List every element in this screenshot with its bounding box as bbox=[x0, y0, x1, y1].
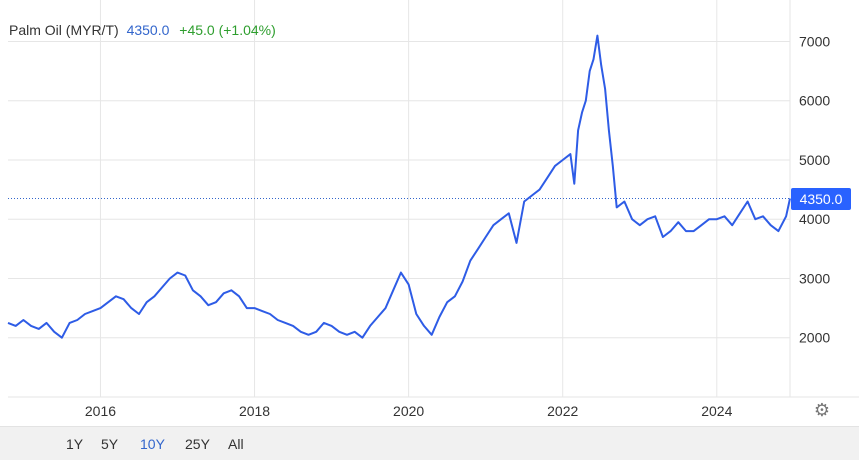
legend-current-value: 4350.0 bbox=[126, 22, 170, 38]
range-toolbar: 1Y 5Y 10Y 25Y All bbox=[0, 426, 859, 460]
x-tick-label: 2018 bbox=[239, 403, 270, 419]
range-button-all[interactable]: All bbox=[228, 436, 244, 452]
axis-ticks: 2000 3000 4000 5000 6000 7000 2016 2018 2020 2022… bbox=[85, 33, 830, 419]
legend-change: +45.0 (+1.04%) bbox=[179, 22, 276, 38]
series-line bbox=[7, 34, 791, 339]
x-tick-label: 2024 bbox=[701, 403, 732, 419]
range-button-5y[interactable]: 5Y bbox=[101, 436, 119, 452]
current-price-tag: 4350.0 bbox=[791, 187, 851, 210]
y-tick-label: 2000 bbox=[799, 330, 830, 346]
x-tick-label: 2022 bbox=[547, 403, 578, 419]
range-button-25y[interactable]: 25Y bbox=[185, 436, 210, 452]
y-tick-label: 3000 bbox=[799, 270, 830, 286]
gridlines bbox=[8, 0, 859, 398]
chart-legend: Palm Oil (MYR/T) 4350.0 +45.0 (+1.04%) bbox=[9, 22, 276, 38]
y-tick-label: 7000 bbox=[799, 33, 830, 49]
x-tick-label: 2016 bbox=[85, 403, 116, 419]
y-tick-label: 6000 bbox=[799, 93, 830, 109]
gear-icon[interactable]: ⚙ bbox=[813, 400, 831, 420]
y-tick-label: 4000 bbox=[799, 211, 830, 227]
x-tick-label: 2020 bbox=[393, 403, 424, 419]
range-button-1y[interactable]: 1Y bbox=[66, 436, 84, 452]
y-tick-label: 5000 bbox=[799, 152, 830, 168]
chart-canvas: 2000 3000 4000 5000 6000 7000 2016 2018 2020 2022… bbox=[7, 0, 859, 419]
legend-title: Palm Oil (MYR/T) bbox=[9, 22, 119, 38]
range-button-10y[interactable]: 10Y bbox=[140, 436, 165, 452]
